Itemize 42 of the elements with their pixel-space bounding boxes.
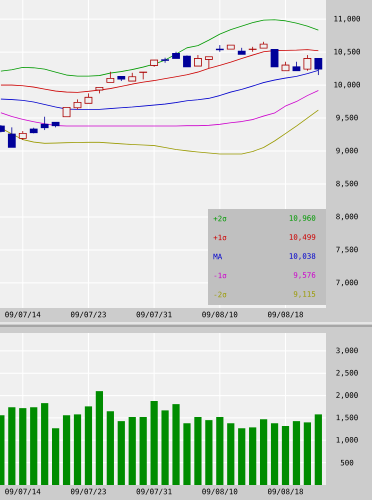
bar — [292, 421, 300, 485]
candlestick — [8, 126, 16, 148]
candlestick — [40, 116, 49, 130]
bar — [270, 423, 278, 485]
bar — [128, 417, 136, 485]
bar — [41, 403, 48, 485]
bar — [282, 426, 290, 485]
bar — [227, 423, 234, 485]
bar — [118, 421, 125, 485]
candlestick — [270, 49, 278, 68]
candlestick — [303, 54, 312, 72]
bar — [150, 400, 158, 485]
bar — [314, 414, 322, 485]
candlestick — [194, 54, 202, 66]
line-series — [0, 49, 319, 93]
bar — [84, 406, 92, 485]
bar — [183, 423, 191, 485]
bar — [96, 391, 104, 485]
bar — [106, 411, 114, 485]
bar — [205, 420, 212, 485]
candlestick — [204, 56, 213, 69]
bar — [19, 408, 26, 485]
bar — [172, 404, 180, 485]
bar — [304, 422, 312, 485]
bar — [249, 427, 256, 485]
bar — [194, 417, 202, 485]
bar — [52, 428, 60, 485]
candlestick — [74, 98, 82, 110]
bar — [140, 417, 147, 485]
bar — [74, 414, 82, 485]
candlestick — [314, 58, 322, 76]
bar — [30, 407, 38, 485]
candlestick — [62, 106, 70, 118]
bar — [62, 415, 70, 485]
bar — [8, 407, 16, 485]
bar — [161, 410, 169, 485]
bar — [238, 428, 246, 485]
candlestick — [84, 92, 92, 104]
line-series — [0, 19, 319, 76]
candlestick — [106, 71, 114, 83]
bar — [260, 419, 268, 485]
bar — [216, 417, 224, 485]
